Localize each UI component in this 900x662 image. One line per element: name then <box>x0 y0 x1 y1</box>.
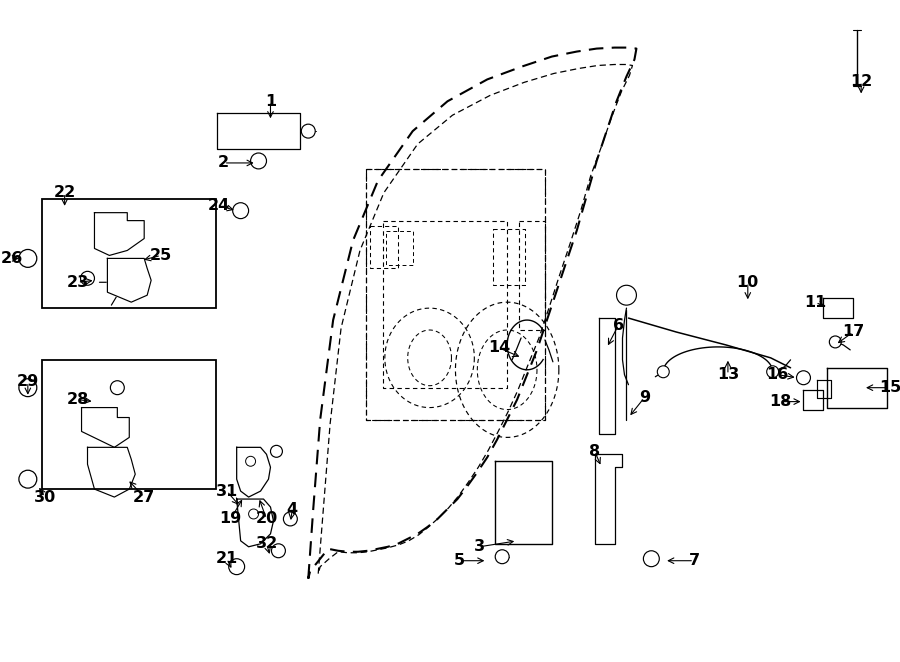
Circle shape <box>495 549 509 564</box>
Polygon shape <box>804 390 824 410</box>
Text: 28: 28 <box>67 392 89 407</box>
Text: 17: 17 <box>842 324 864 340</box>
Text: 8: 8 <box>590 444 600 459</box>
Polygon shape <box>107 258 151 302</box>
Polygon shape <box>87 448 135 497</box>
Text: 27: 27 <box>133 490 156 504</box>
Text: 32: 32 <box>256 536 277 551</box>
Circle shape <box>111 381 124 395</box>
Text: 12: 12 <box>850 74 872 89</box>
Polygon shape <box>495 461 552 544</box>
Circle shape <box>19 470 37 488</box>
Polygon shape <box>595 454 622 544</box>
Text: 14: 14 <box>488 340 510 355</box>
Text: 1: 1 <box>265 94 276 109</box>
Bar <box>41 360 216 489</box>
Circle shape <box>284 512 297 526</box>
Circle shape <box>250 153 266 169</box>
Circle shape <box>616 285 636 305</box>
Text: 20: 20 <box>256 512 277 526</box>
Polygon shape <box>827 368 887 408</box>
Circle shape <box>19 250 37 267</box>
Circle shape <box>80 271 94 285</box>
Circle shape <box>829 336 842 348</box>
Text: 11: 11 <box>805 295 826 310</box>
Circle shape <box>272 544 285 557</box>
Circle shape <box>19 379 37 397</box>
Circle shape <box>246 456 256 466</box>
Text: 15: 15 <box>879 380 900 395</box>
Text: 6: 6 <box>613 318 624 332</box>
Circle shape <box>233 203 248 218</box>
Circle shape <box>767 366 778 378</box>
Bar <box>41 199 216 308</box>
Text: 9: 9 <box>639 390 650 405</box>
Text: 5: 5 <box>454 553 465 568</box>
Text: 13: 13 <box>716 367 739 382</box>
Text: 25: 25 <box>150 248 172 263</box>
Text: 18: 18 <box>770 394 792 409</box>
Polygon shape <box>82 408 130 448</box>
Polygon shape <box>94 213 144 256</box>
Polygon shape <box>817 380 832 398</box>
Polygon shape <box>824 298 853 318</box>
Circle shape <box>302 124 315 138</box>
Circle shape <box>229 559 245 575</box>
Text: 26: 26 <box>1 251 23 266</box>
Circle shape <box>271 446 283 457</box>
Text: 24: 24 <box>208 198 230 213</box>
Circle shape <box>657 366 670 378</box>
Text: 30: 30 <box>33 490 56 504</box>
Circle shape <box>248 509 258 519</box>
Text: 3: 3 <box>473 540 485 554</box>
Polygon shape <box>237 499 274 547</box>
Text: 29: 29 <box>17 374 39 389</box>
Text: 19: 19 <box>220 512 242 526</box>
Text: 7: 7 <box>688 553 699 568</box>
Polygon shape <box>237 448 271 497</box>
Text: 10: 10 <box>737 275 759 290</box>
Circle shape <box>644 551 660 567</box>
Circle shape <box>796 371 810 385</box>
Text: 23: 23 <box>67 275 89 290</box>
Text: 21: 21 <box>216 551 238 566</box>
Polygon shape <box>598 318 615 434</box>
Text: 4: 4 <box>287 502 298 516</box>
Polygon shape <box>217 113 301 149</box>
Text: 31: 31 <box>216 484 238 498</box>
Text: 16: 16 <box>767 367 788 382</box>
Text: 2: 2 <box>218 156 230 170</box>
Text: 22: 22 <box>53 185 76 201</box>
